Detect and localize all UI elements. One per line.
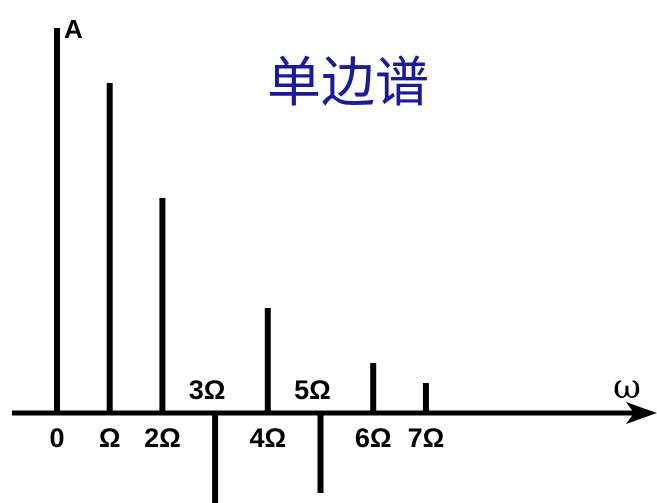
tick-label-4: 4Ω xyxy=(249,423,286,453)
tick-labels: 0 Ω 2Ω 3Ω 4Ω 5Ω 6Ω 7Ω xyxy=(49,375,444,453)
tick-label-0: 0 xyxy=(49,423,64,453)
x-axis-label: ω xyxy=(613,367,641,407)
tick-label-2: 2Ω xyxy=(144,423,181,453)
tick-label-1: Ω xyxy=(99,423,121,453)
tick-label-6: 6Ω xyxy=(355,423,392,453)
chart-title: 单边谱 xyxy=(267,51,429,114)
tick-label-3: 3Ω xyxy=(189,375,226,405)
x-axis-arrow-icon xyxy=(626,402,657,424)
tick-label-5: 5Ω xyxy=(294,375,331,405)
y-axis-label: A xyxy=(64,14,83,44)
tick-label-7: 7Ω xyxy=(408,423,445,453)
bars xyxy=(54,28,429,503)
